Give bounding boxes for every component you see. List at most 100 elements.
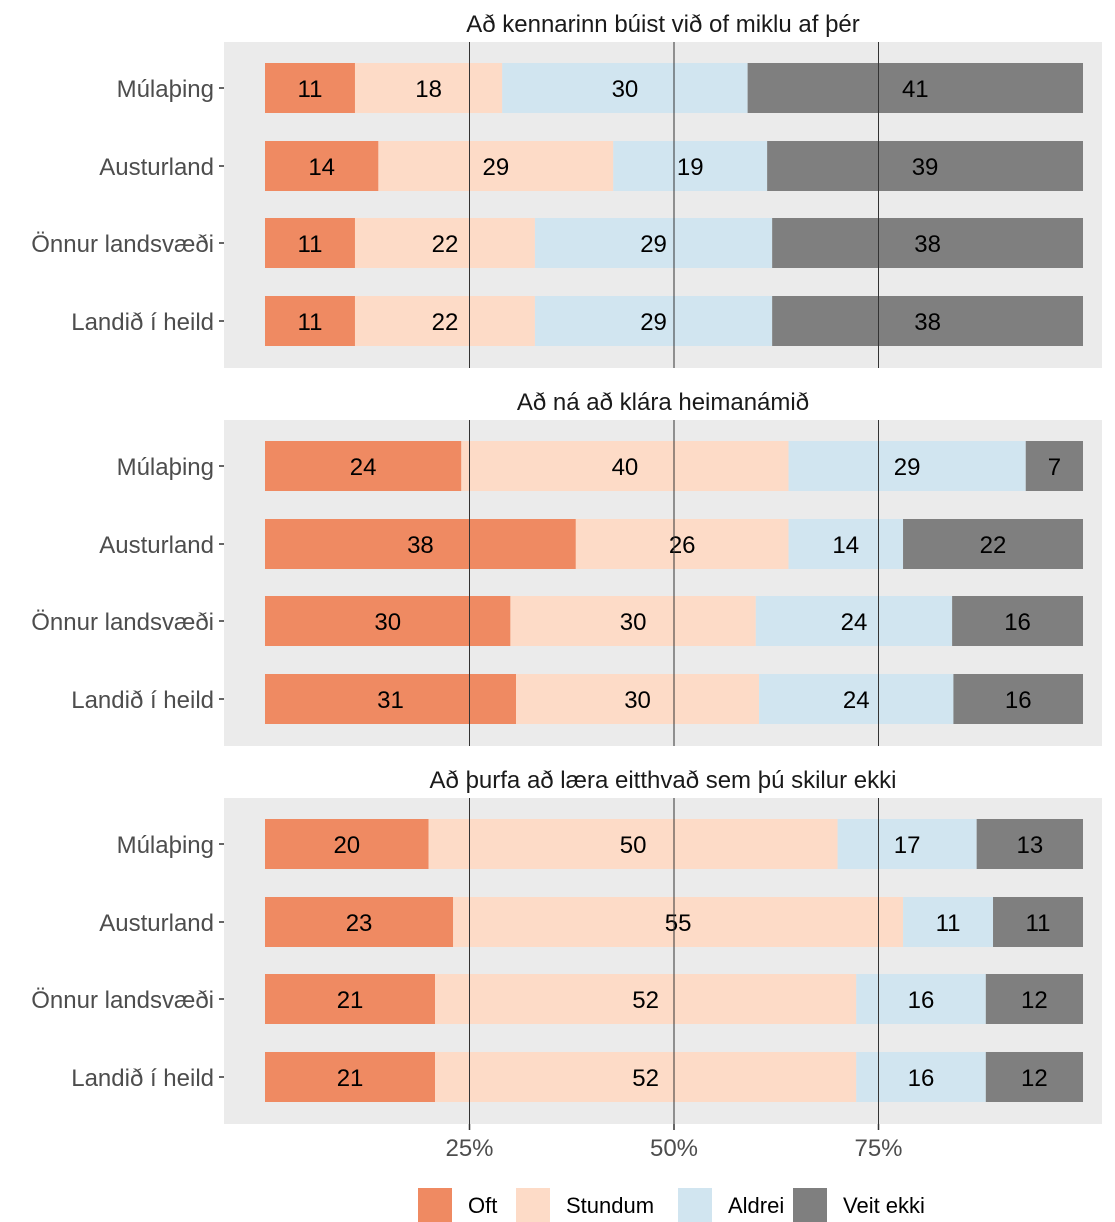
bar-segment bbox=[378, 141, 614, 191]
chart-panel: Að ná að klára heimanámið 24 40 29 7 Múlaþing… bbox=[31, 389, 1102, 746]
bar-value-label: 16 bbox=[1005, 687, 1032, 714]
bar-value-label: 29 bbox=[894, 454, 921, 481]
category-label: Landið í heild bbox=[71, 687, 214, 714]
bar-segment bbox=[856, 974, 986, 1024]
bar-segment bbox=[534, 218, 773, 268]
panel-title: Að ná að klára heimanámið bbox=[517, 389, 809, 416]
bar-segment bbox=[510, 596, 756, 646]
category-label: Landið í heild bbox=[71, 1065, 214, 1092]
chart-panel: Að kennarinn búist við of miklu af þér 11… bbox=[31, 11, 1102, 368]
category-label: Austurland bbox=[99, 910, 214, 937]
bar-segment bbox=[993, 897, 1083, 947]
panel-title: Að þurfa að læra eitthvað sem þú skilur … bbox=[430, 767, 897, 794]
bar-segment bbox=[952, 596, 1083, 646]
bar-value-label: 24 bbox=[350, 454, 377, 481]
bar-segment bbox=[985, 974, 1083, 1024]
category-label: Landið í heild bbox=[71, 309, 214, 336]
bar-segment bbox=[788, 519, 904, 569]
category-label: Austurland bbox=[99, 154, 214, 181]
bar-value-label: 22 bbox=[980, 532, 1007, 559]
bar-value-label: 17 bbox=[894, 832, 921, 859]
bar-value-label: 55 bbox=[665, 910, 692, 937]
bar-segment bbox=[837, 819, 977, 869]
bar-value-label: 38 bbox=[914, 309, 941, 336]
bar-segment bbox=[502, 63, 748, 113]
bar-value-label: 16 bbox=[1004, 609, 1031, 636]
bar-segment bbox=[759, 674, 954, 724]
bar-segment bbox=[265, 441, 462, 491]
bar-value-label: 12 bbox=[1021, 987, 1048, 1014]
bar-value-label: 11 bbox=[298, 76, 323, 103]
bar-value-label: 11 bbox=[298, 231, 323, 258]
bar-segment bbox=[788, 441, 1026, 491]
bar-value-label: 30 bbox=[612, 76, 639, 103]
bar-value-label: 21 bbox=[337, 987, 364, 1014]
legend-swatch bbox=[516, 1188, 550, 1222]
legend-swatch bbox=[418, 1188, 452, 1222]
bar-segment bbox=[613, 141, 768, 191]
bar-value-label: 11 bbox=[1026, 910, 1051, 937]
bar-segment bbox=[265, 63, 355, 113]
bar-segment bbox=[534, 296, 773, 346]
bar-segment bbox=[265, 974, 436, 1024]
chart-panel: Að þurfa að læra eitthvað sem þú skilur … bbox=[31, 767, 1102, 1124]
bar-value-label: 24 bbox=[841, 609, 868, 636]
bar-value-label: 40 bbox=[612, 454, 639, 481]
bar-segment bbox=[265, 141, 379, 191]
bar-segment bbox=[575, 519, 789, 569]
bar-value-label: 22 bbox=[432, 231, 459, 258]
bar-value-label: 52 bbox=[632, 1065, 659, 1092]
bar-segment bbox=[354, 218, 535, 268]
bar-segment bbox=[265, 218, 355, 268]
legend-label: Aldrei bbox=[728, 1193, 784, 1218]
bar-segment bbox=[265, 897, 454, 947]
bar-value-label: 41 bbox=[902, 76, 929, 103]
bar-segment bbox=[516, 674, 760, 724]
bar-value-label: 14 bbox=[832, 532, 859, 559]
bar-segment bbox=[453, 897, 904, 947]
bar-value-label: 18 bbox=[415, 76, 442, 103]
bar-segment bbox=[772, 218, 1083, 268]
bar-value-label: 16 bbox=[908, 987, 935, 1014]
bar-segment bbox=[985, 1052, 1083, 1102]
bar-value-label: 26 bbox=[669, 532, 696, 559]
bar-value-label: 38 bbox=[914, 231, 941, 258]
legend-label: Veit ekki bbox=[843, 1193, 925, 1218]
bar-value-label: 50 bbox=[620, 832, 647, 859]
bar-segment bbox=[265, 519, 576, 569]
x-tick-label: 50% bbox=[650, 1135, 698, 1162]
legend: Oft Stundum Aldrei Veit ekki bbox=[418, 1188, 925, 1222]
bar-segment bbox=[903, 519, 1083, 569]
panel-title: Að kennarinn búist við of miklu af þér bbox=[466, 11, 860, 38]
x-tick-label: 75% bbox=[854, 1135, 902, 1162]
bar-value-label: 39 bbox=[912, 154, 939, 181]
bar-value-label: 11 bbox=[298, 309, 323, 336]
bar-value-label: 21 bbox=[337, 1065, 364, 1092]
bar-segment bbox=[265, 674, 517, 724]
bar-value-label: 30 bbox=[374, 609, 401, 636]
category-label: Önnur landsvæði bbox=[31, 231, 214, 258]
legend-swatch bbox=[678, 1188, 712, 1222]
bar-value-label: 20 bbox=[333, 832, 360, 859]
bar-value-label: 13 bbox=[1016, 832, 1043, 859]
bar-segment bbox=[461, 441, 789, 491]
bar-value-label: 52 bbox=[632, 987, 659, 1014]
bar-segment bbox=[435, 1052, 857, 1102]
bar-value-label: 11 bbox=[936, 910, 961, 937]
category-label: Múlaþing bbox=[117, 832, 214, 859]
bar-segment bbox=[265, 1052, 436, 1102]
bar-value-label: 30 bbox=[624, 687, 651, 714]
legend-label: Oft bbox=[468, 1193, 497, 1218]
bar-value-label: 31 bbox=[377, 687, 404, 714]
bar-segment bbox=[953, 674, 1083, 724]
category-label: Önnur landsvæði bbox=[31, 609, 214, 636]
bar-segment bbox=[747, 63, 1083, 113]
bar-segment bbox=[755, 596, 953, 646]
bar-segment bbox=[354, 296, 535, 346]
bar-segment bbox=[976, 819, 1083, 869]
x-tick-label: 25% bbox=[445, 1135, 493, 1162]
bar-value-label: 23 bbox=[346, 910, 373, 937]
bar-value-label: 29 bbox=[482, 154, 509, 181]
bar-value-label: 14 bbox=[308, 154, 335, 181]
